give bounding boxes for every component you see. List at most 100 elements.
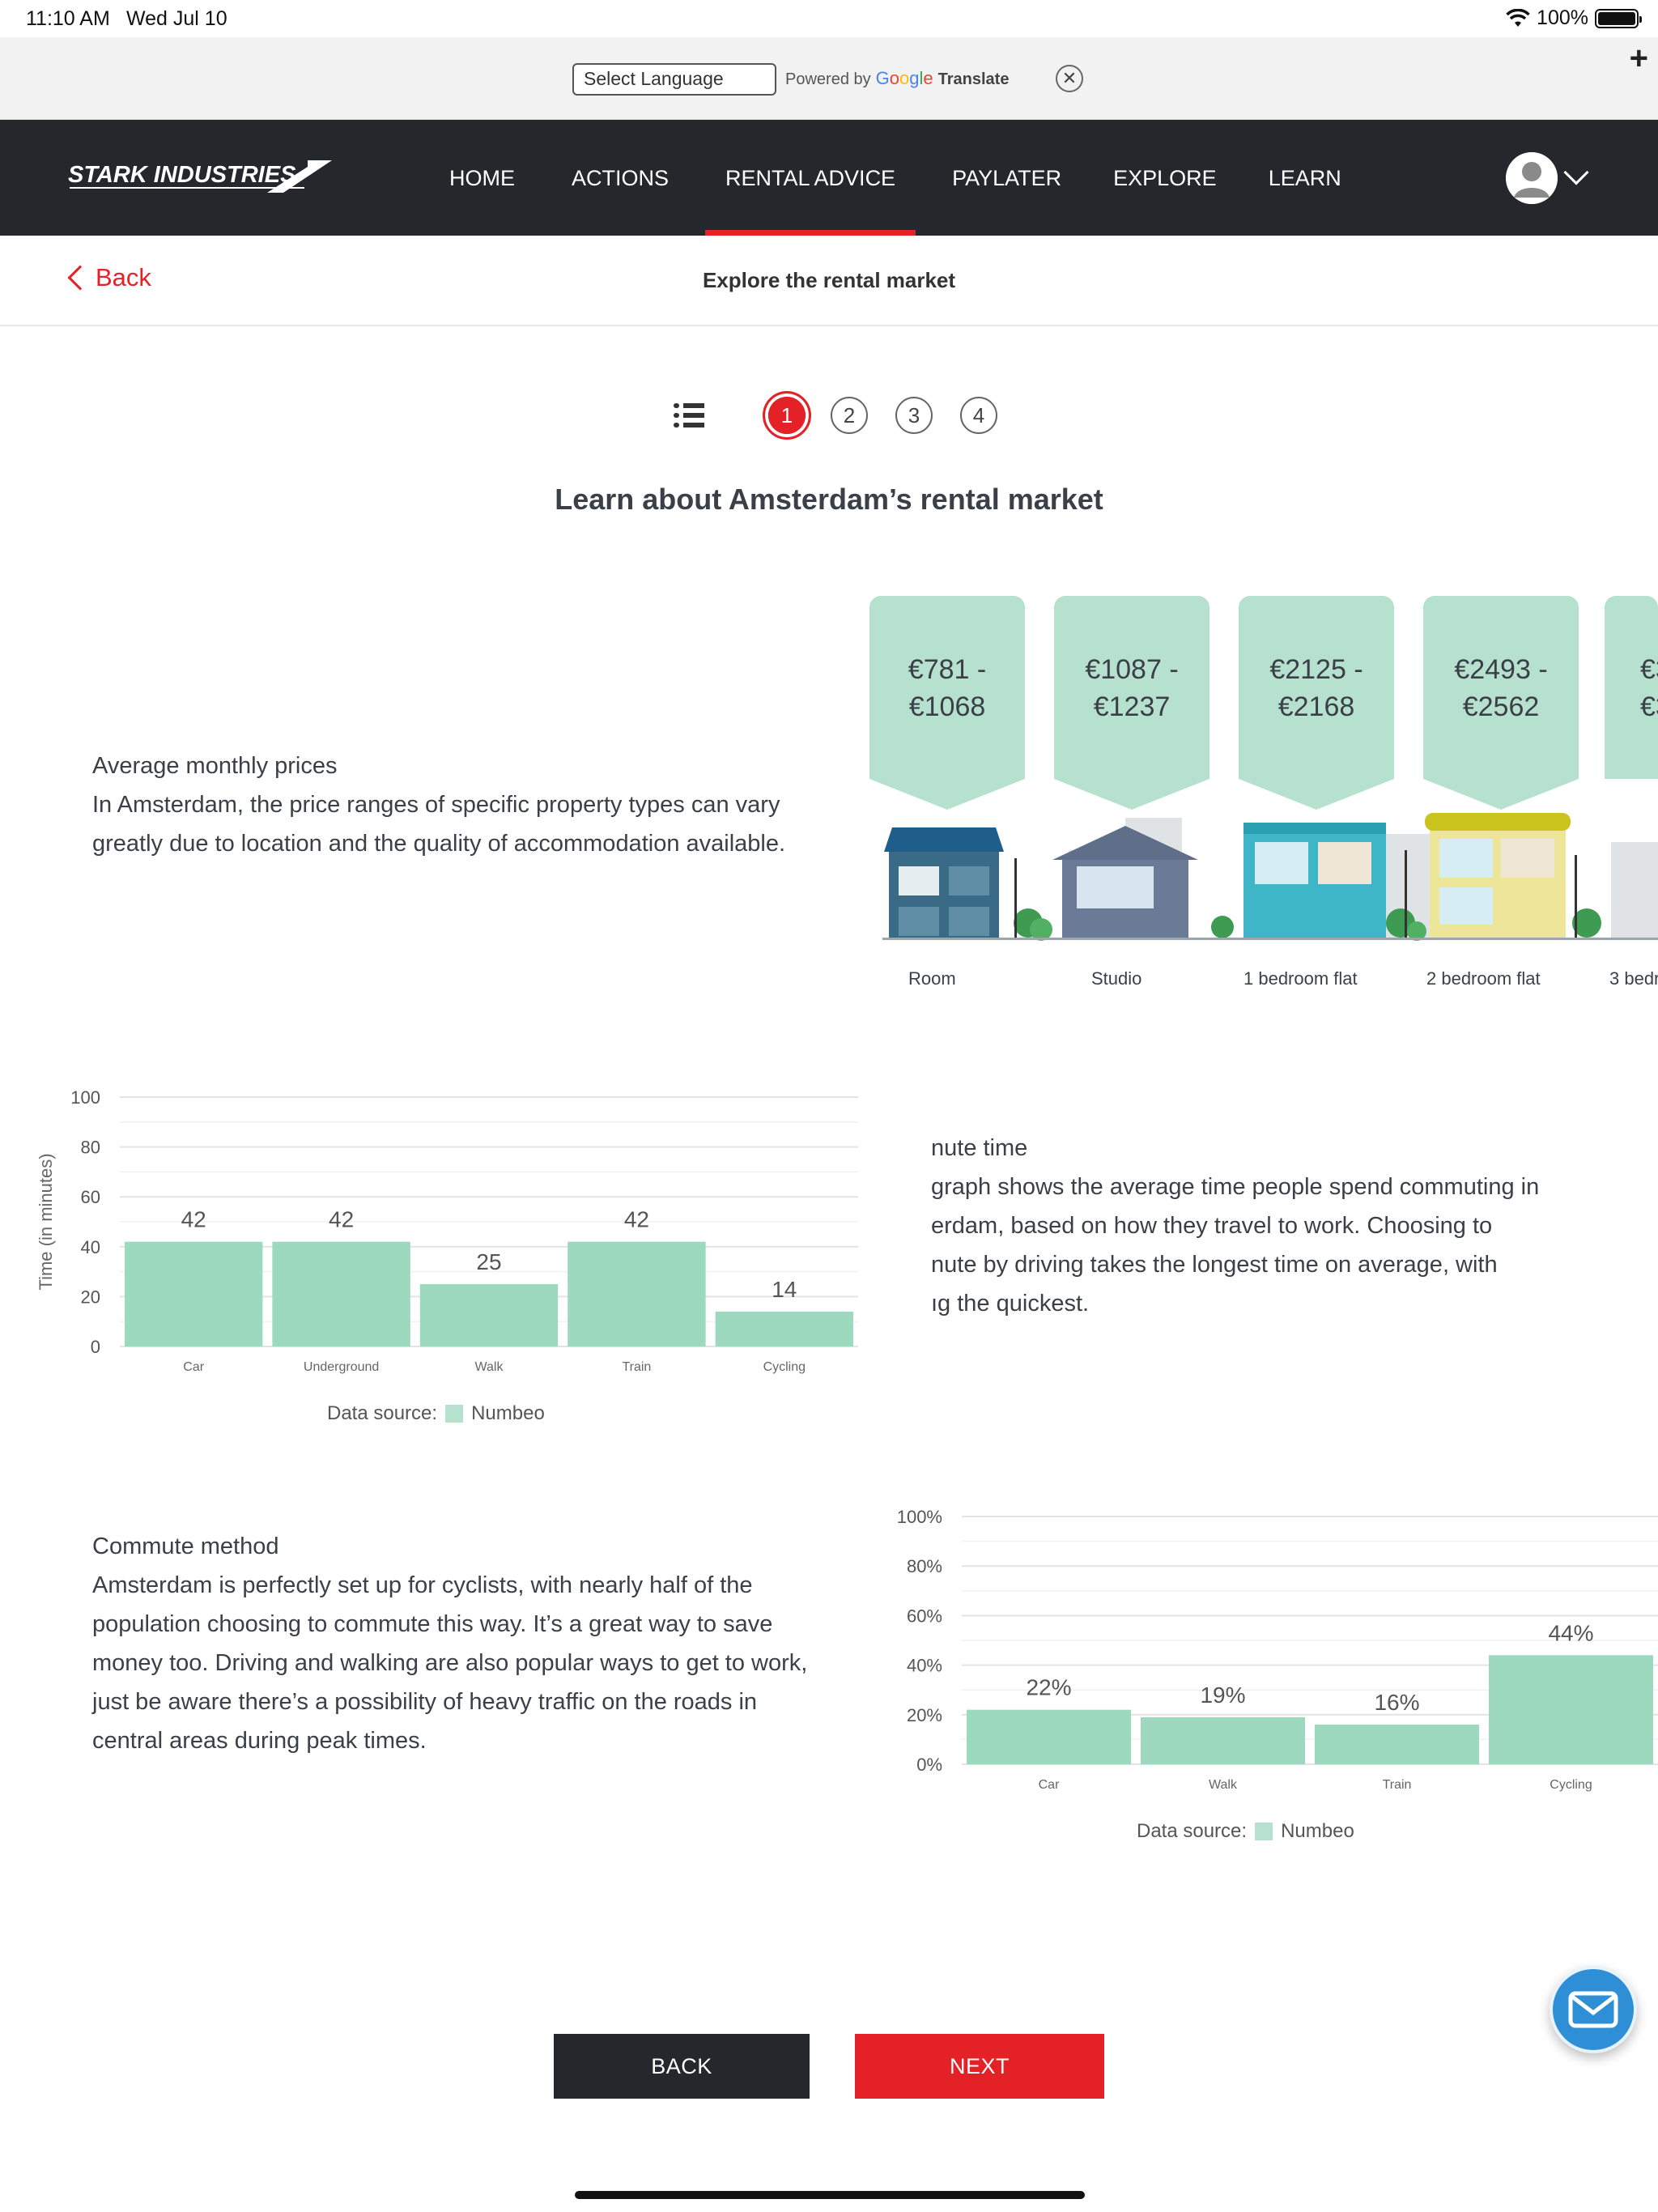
house-label-room: Room [908,968,956,989]
nav-item-rental-advice[interactable]: RENTAL ADVICE [705,120,916,236]
page-title: Learn about Amsterdam’s rental market [555,483,1103,516]
list-icon[interactable] [674,401,704,430]
bar-value-label: 44% [1548,1620,1593,1645]
plus-icon[interactable]: + [1629,40,1648,76]
powered-by-text: Powered by [785,70,871,88]
x-tick-label: Train [1383,1778,1412,1792]
prices-text: Average monthly prices In Amsterdam, the… [92,747,837,863]
chat-button[interactable] [1550,1966,1637,2053]
subheader-title: Explore the rental market [702,268,956,292]
google-logo: Google [875,68,933,88]
house-label-1-bedroom: 1 bedroom flat [1244,968,1358,989]
step-1[interactable]: 1 [763,391,811,440]
close-icon[interactable]: ✕ [1056,65,1083,92]
back-link[interactable]: Back [67,263,151,292]
commute-method-chart: 0% 20% 40% 60% 80% 100% 22% Car 19% Walk 16% Train 4… [897,1507,1658,1792]
powered-by-google[interactable]: Powered by Google Translate [785,68,1009,89]
price-card-3-bedroom: €3€3 [1605,596,1658,779]
bar-train [568,1241,706,1346]
nav-item-explore[interactable]: EXPLORE [1113,166,1217,190]
step-2[interactable]: 2 [831,397,868,434]
wifi-icon [1506,8,1530,27]
nav-item-home[interactable]: HOME [449,166,515,190]
bar-cycling [715,1311,853,1346]
battery-percent: 100% [1537,6,1588,29]
x-tick-label: Car [183,1360,204,1374]
bar-walk [1141,1716,1305,1764]
x-tick-label: Car [1039,1778,1060,1792]
back-button[interactable]: BACK [554,2034,810,2099]
mail-icon [1568,1991,1618,2028]
bar-value-label: 42 [181,1207,206,1232]
bar-cycling [1489,1655,1653,1764]
main-navbar: STARK INDUSTRIES HOME ACTIONS RENTAL ADV… [0,120,1658,236]
avatar[interactable] [1506,152,1558,204]
status-date: Wed Jul 10 [126,7,227,30]
house-label-studio: Studio [1091,968,1142,989]
y-tick-label: 40% [907,1656,942,1676]
next-button[interactable]: NEXT [855,2034,1104,2099]
y-tick-label: 60 [81,1187,100,1207]
commute-time-line-4: ıg the quickest. [931,1291,1090,1317]
y-tick-label: 100 [70,1087,100,1108]
step-indicator: 1 2 3 4 [674,391,1025,440]
commute-method-text: Commute method Amsterdam is perfectly se… [92,1527,813,1760]
user-silhouette-icon [1506,152,1558,204]
nav-item-learn[interactable]: LEARN [1268,166,1341,190]
commute-time-chart: 0 20 40 60 80 100 42 Car 42 Underground 25 Walk 42 Tr… [36,1087,858,1374]
commute-time-line-1: graph shows the average time people spen… [931,1174,1540,1200]
house-label-3-bedroom: 3 bedr [1609,968,1658,989]
commute-method-body: Amsterdam is perfectly set up for cyclis… [92,1572,808,1754]
y-tick-label: 100% [897,1507,942,1527]
legend-swatch [445,1405,464,1423]
battery-icon [1595,8,1642,28]
price-card-room: €781 - €1068 [869,596,1025,779]
bar-value-label: 42 [624,1207,649,1232]
back-link-label: Back [96,263,151,291]
legend-name: Numbeo [1281,1820,1354,1842]
legend-prefix: Data source: [1137,1820,1248,1842]
language-select[interactable]: Select Language [572,63,776,96]
stark-industries-logo[interactable]: STARK INDUSTRIES [68,162,296,188]
x-tick-label: Walk [1209,1778,1238,1792]
price-card-2-bedroom: €2493 - €2562 [1423,596,1579,779]
commute-time-heading: nute time [931,1135,1028,1161]
price-card-studio: €1087 - €1237 [1054,596,1209,779]
translate-text: Translate [937,70,1010,88]
bar-value-label: 14 [772,1277,797,1302]
bar-value-label: 42 [329,1207,354,1232]
y-tick-label: 0 [91,1337,100,1357]
home-indicator [575,2191,1085,2199]
step-4[interactable]: 4 [960,397,997,434]
houses-illustration [882,813,1658,941]
logo-swoosh-icon [70,160,332,193]
commute-time-line-3: nute by driving takes the longest time o… [931,1252,1498,1278]
y-axis-label: Time (in minutes) [36,1153,56,1290]
y-tick-label: 80 [81,1138,100,1158]
bar-value-label: 16% [1374,1690,1419,1715]
commute-method-heading: Commute method [92,1534,279,1559]
y-tick-label: 20 [81,1287,100,1307]
y-tick-label: 80% [907,1556,942,1576]
y-tick-label: 20% [907,1705,942,1725]
translate-bar: Select Language Powered by Google Transl… [0,37,1658,120]
step-3[interactable]: 3 [895,397,933,434]
house-label-2-bedroom: 2 bedroom flat [1426,968,1541,989]
nav-menu: HOME ACTIONS RENTAL ADVICE PAYLATER EXPL… [429,120,1362,236]
commute-time-legend: Data source: Numbeo [327,1402,545,1425]
nav-item-paylater[interactable]: PAYLATER [952,166,1062,190]
y-tick-label: 0% [916,1755,942,1775]
chevron-down-icon[interactable] [1563,160,1589,185]
commute-time-line-2: erdam, based on how they travel to work.… [931,1213,1493,1239]
bar-value-label: 25 [476,1249,501,1274]
bar-train [1315,1725,1479,1764]
nav-item-actions[interactable]: ACTIONS [572,166,670,190]
status-right: 100% [1506,6,1642,30]
legend-swatch [1255,1823,1273,1840]
commute-method-legend: Data source: Numbeo [1137,1820,1354,1843]
bar-car [125,1241,263,1346]
page-subheader: Back Explore the rental market [0,236,1658,326]
x-tick-label: Cycling [763,1360,806,1374]
status-time: 11:10 AM [26,7,110,30]
legend-prefix: Data source: [327,1402,438,1424]
